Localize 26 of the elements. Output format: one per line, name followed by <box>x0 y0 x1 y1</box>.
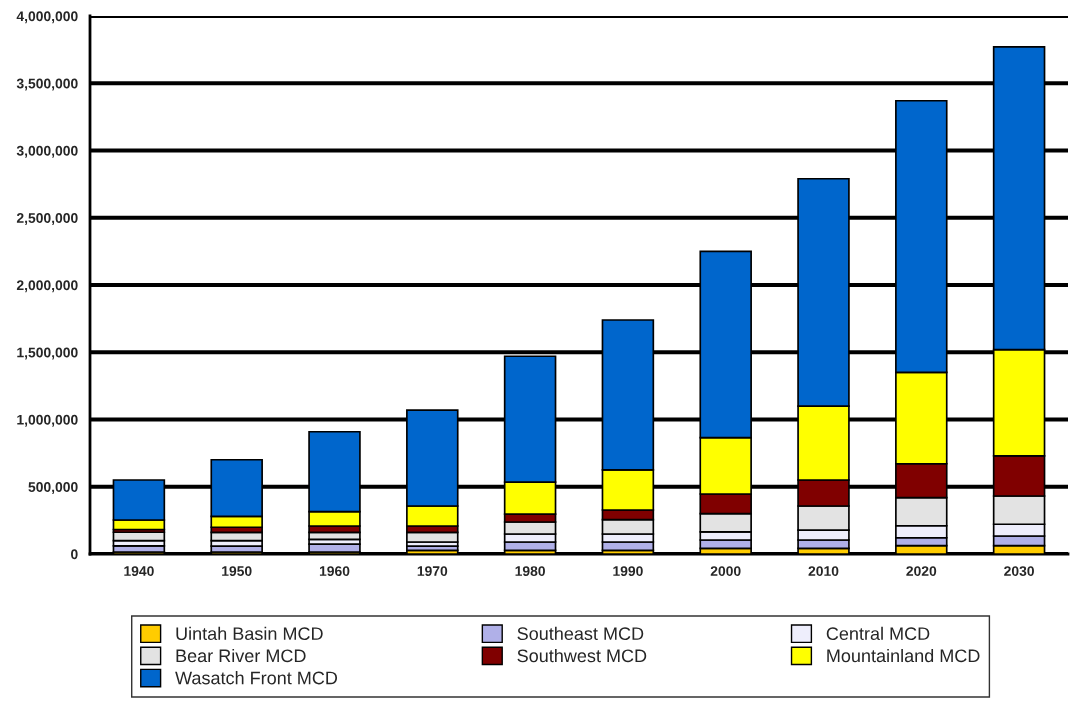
legend-label: Southeast MCD <box>517 626 644 641</box>
legend-label: Central MCD <box>826 626 930 641</box>
x-tick-label: 2030 <box>1004 566 1034 577</box>
y-tick-label: 4,000,000 <box>16 11 78 24</box>
x-tick-label: 1940 <box>124 566 154 577</box>
y-tick-label: 1,000,000 <box>17 414 78 427</box>
y-tick-label: 2,500,000 <box>16 213 78 225</box>
legend-label: Uintah Basin MCD <box>176 626 323 641</box>
x-tick-label: 2020 <box>906 566 937 577</box>
legend-label: Wasatch Front MCD <box>175 671 338 685</box>
x-tick-label: 1980 <box>515 566 545 577</box>
x-tick-label: 1990 <box>613 566 643 577</box>
legend-label: Bear River MCD <box>176 648 306 663</box>
legend-label: Southwest MCD <box>517 648 647 663</box>
legend-label: Mountainland MCD <box>827 648 980 663</box>
y-tick-label: 2,000,000 <box>16 280 78 293</box>
y-tick-label: 3,500,000 <box>16 78 78 91</box>
y-tick-label: 0 <box>71 549 78 560</box>
x-tick-label: 2000 <box>710 566 741 577</box>
y-tick-label: 1,500,000 <box>17 347 78 360</box>
x-tick-label: 1950 <box>222 566 252 577</box>
x-tick-label: 2010 <box>808 566 839 577</box>
y-tick-label: 3,000,000 <box>16 145 78 158</box>
x-tick-label: 1960 <box>319 566 350 577</box>
y-tick-label: 500,000 <box>28 482 78 494</box>
x-tick-label: 1970 <box>417 566 448 577</box>
